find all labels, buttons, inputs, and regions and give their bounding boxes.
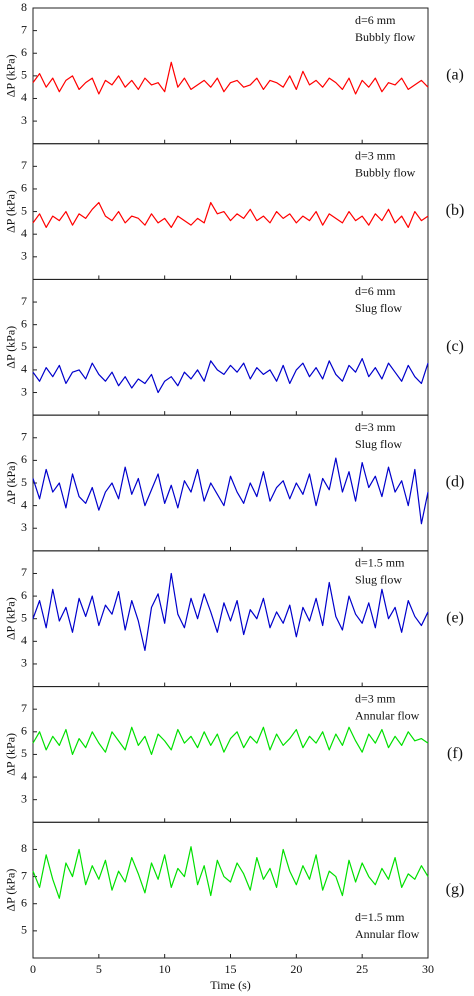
y-tick-label: 6 [21, 895, 27, 909]
y-tick-label: 5 [21, 68, 27, 82]
panel-frame [32, 414, 429, 552]
annotation: d=1.5 mm [355, 910, 405, 924]
panel-frame [32, 278, 429, 416]
data-line [32, 572, 429, 651]
y-tick-label: 5 [21, 746, 27, 760]
data-line [32, 726, 429, 756]
y-tick-label: 3 [21, 520, 27, 534]
annotation: d=1.5 mm [355, 556, 405, 570]
y-tick-label: 3 [21, 791, 27, 805]
x-tick-label: 0 [30, 962, 36, 976]
annotation: Annular flow [355, 927, 420, 941]
annotation: Slug flow [355, 301, 402, 315]
panel-frame [32, 143, 429, 280]
y-tick-label: 6 [21, 724, 27, 738]
y-tick-label: 4 [21, 497, 27, 511]
y-tick-label: 7 [21, 430, 27, 444]
y-tick-label: 7 [21, 158, 27, 172]
y-axis-label: ΔP (kPa) [4, 54, 18, 97]
x-tick-label: 10 [159, 962, 171, 976]
panel-frame [32, 686, 429, 823]
y-axis-label: ΔP (kPa) [4, 597, 18, 640]
x-axis-label: Time (s) [210, 978, 251, 992]
annotation: Bubbly flow [355, 165, 416, 179]
panel-label: (g) [446, 881, 465, 898]
y-tick-label: 4 [21, 226, 27, 240]
data-line [32, 358, 429, 394]
data-line [32, 201, 429, 228]
annotation: Annular flow [355, 708, 420, 722]
panel-label: (c) [446, 338, 464, 355]
annotation: Bubbly flow [355, 30, 416, 44]
panel-frame [32, 550, 429, 688]
y-tick-label: 7 [21, 868, 27, 882]
y-tick-label: 7 [21, 701, 27, 715]
data-line [32, 846, 429, 899]
x-tick-label: 5 [96, 962, 102, 976]
y-tick-label: 7 [21, 294, 27, 308]
y-tick-label: 4 [21, 769, 27, 783]
y-tick-label: 6 [21, 452, 27, 466]
y-tick-label: 6 [21, 181, 27, 195]
y-axis-label: ΔP (kPa) [4, 326, 18, 369]
y-tick-label: 3 [21, 384, 27, 398]
panel-label: (b) [446, 202, 465, 219]
y-axis-label: ΔP (kPa) [4, 869, 18, 912]
y-tick-label: 5 [21, 923, 27, 937]
y-tick-label: 3 [21, 656, 27, 670]
y-tick-label: 6 [21, 588, 27, 602]
y-tick-label: 4 [21, 633, 27, 647]
y-tick-label: 6 [21, 316, 27, 330]
y-tick-label: 5 [21, 339, 27, 353]
y-tick-label: 8 [21, 0, 27, 14]
x-tick-label: 30 [422, 962, 434, 976]
y-tick-label: 8 [21, 841, 27, 855]
annotation: d=3 mm [355, 691, 396, 705]
annotation: d=3 mm [355, 148, 396, 162]
y-tick-label: 3 [21, 113, 27, 127]
data-line [32, 61, 429, 95]
panel-frame [32, 7, 429, 145]
y-tick-label: 5 [21, 475, 27, 489]
x-tick-label: 25 [356, 962, 368, 976]
y-axis-label: ΔP (kPa) [4, 462, 18, 505]
annotation: d=3 mm [355, 420, 396, 434]
x-tick-label: 15 [225, 962, 237, 976]
y-axis-label: ΔP (kPa) [4, 733, 18, 776]
annotation: Slug flow [355, 573, 402, 587]
annotation: Slug flow [355, 437, 402, 451]
y-tick-label: 5 [21, 610, 27, 624]
annotation: d=6 mm [355, 13, 396, 27]
panel-label: (d) [446, 474, 465, 491]
panel-label: (a) [446, 67, 464, 84]
y-tick-label: 4 [21, 90, 27, 104]
y-tick-label: 5 [21, 203, 27, 217]
y-tick-label: 7 [21, 22, 27, 36]
y-tick-label: 6 [21, 45, 27, 59]
panel-label: (f) [447, 745, 463, 762]
y-tick-label: 7 [21, 565, 27, 579]
y-tick-label: 3 [21, 249, 27, 263]
x-tick-label: 20 [290, 962, 302, 976]
data-line [32, 457, 429, 525]
y-axis-label: ΔP (kPa) [4, 190, 18, 233]
panel-label: (e) [446, 609, 464, 626]
y-tick-label: 4 [21, 362, 27, 376]
annotation: d=6 mm [355, 284, 396, 298]
